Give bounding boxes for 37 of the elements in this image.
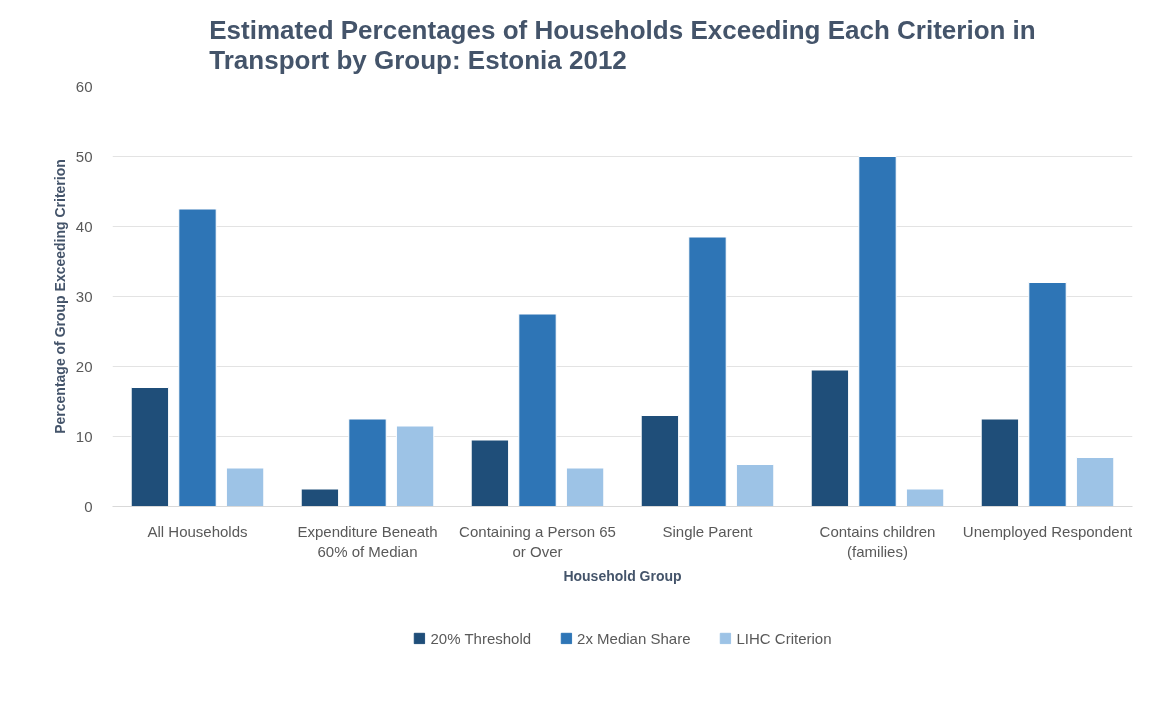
legend-label: 2x Median Share <box>577 629 691 647</box>
bar <box>300 488 340 507</box>
x-tick-label: Contains children (families) <box>819 522 936 560</box>
legend-label: 20% Threshold <box>430 629 532 647</box>
bar <box>470 439 510 507</box>
x-tick-label: All Households <box>147 522 248 540</box>
y-tick-label: 60 <box>75 77 93 95</box>
x-axis-title: Household Group <box>563 567 682 584</box>
bar <box>810 369 850 507</box>
bar <box>348 418 387 507</box>
x-tick-label: Expenditure Beneath 60% of Median <box>297 522 438 560</box>
y-tick-label: 20 <box>75 357 93 375</box>
y-tick-label: 50 <box>75 147 93 165</box>
legend-label: LIHC Criterion <box>736 629 832 647</box>
bar <box>980 418 1020 507</box>
bar <box>735 464 775 507</box>
bar <box>130 387 170 507</box>
bar <box>905 488 945 507</box>
bar <box>858 156 897 507</box>
chart-title: Estimated Percentages of Households Exceeding Each Criterion in Transport by Group: Estonia 2012 <box>209 14 1036 75</box>
bar <box>565 467 605 507</box>
x-tick-label: Containing a Person 65 or Over <box>459 522 616 560</box>
x-tick-label: Single Parent <box>662 522 754 540</box>
bar <box>225 467 265 507</box>
bar <box>688 236 727 507</box>
bar <box>178 208 217 507</box>
bar <box>640 415 680 507</box>
y-tick-label: 0 <box>84 497 93 515</box>
y-tick-label: 40 <box>75 217 93 235</box>
bar <box>1028 282 1067 507</box>
y-tick-label: 30 <box>75 287 93 305</box>
bar <box>518 313 557 507</box>
y-axis-title: Percentage of Group Exceeding Criterion <box>51 159 68 434</box>
x-tick-label: Unemployed Respondent <box>962 522 1133 540</box>
y-tick-label: 10 <box>75 427 93 445</box>
bar <box>1075 457 1115 507</box>
bar <box>395 425 435 507</box>
